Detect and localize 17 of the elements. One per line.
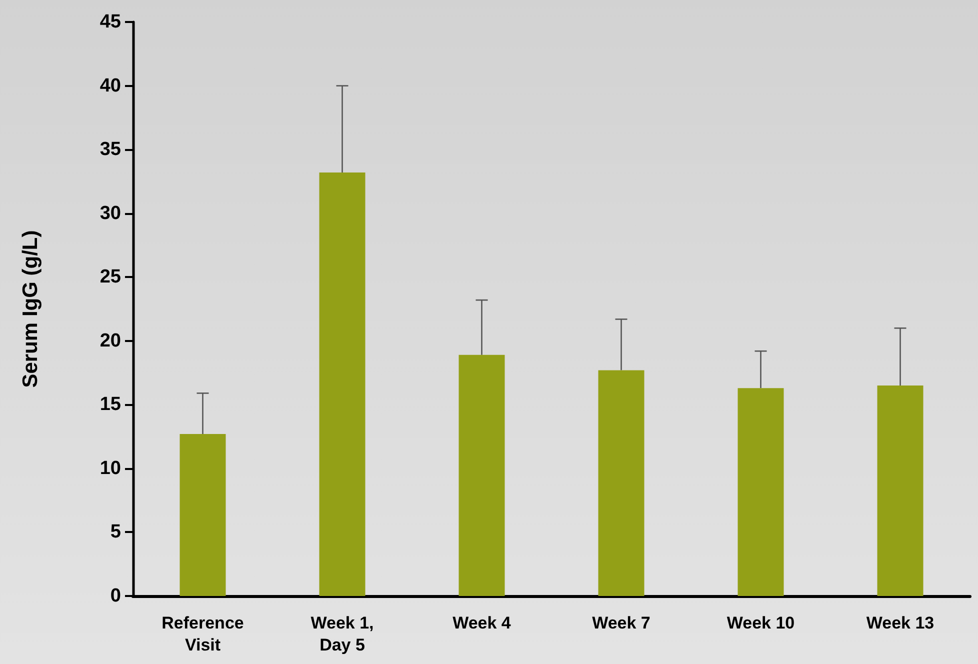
y-tick-label: 25: [100, 266, 122, 288]
x-tick-label: Week 13: [866, 614, 934, 632]
x-tick-label: Week 1, Day 5: [310, 614, 374, 654]
y-tick-label: 5: [110, 522, 122, 543]
y-tick-label: 35: [100, 139, 122, 160]
y-tick-label: 40: [100, 75, 121, 96]
x-tick-label: Reference Visit: [162, 614, 244, 654]
y-tick-label: 15: [100, 394, 122, 416]
y-tick-label: 20: [100, 330, 121, 352]
x-tick-label: Week 7: [592, 614, 650, 632]
y-tick-label: 10: [100, 458, 121, 479]
y-tick-label: 0: [110, 586, 121, 606]
y-tick-label: 45: [100, 12, 122, 32]
x-tick-label: Week 4: [452, 614, 512, 632]
y-axis-title: Serum IgG (g/L): [19, 230, 42, 388]
y-tick-label: 30: [100, 202, 121, 224]
x-tick-label: Week 10: [726, 614, 795, 632]
